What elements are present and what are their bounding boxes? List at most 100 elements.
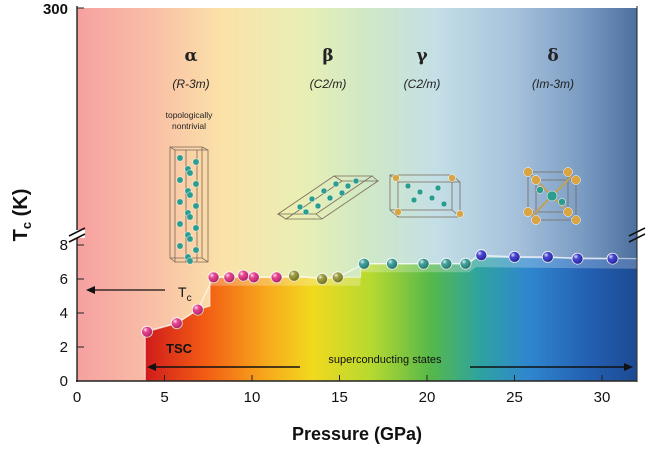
atom-icon [192, 246, 200, 254]
data-point-highlight [223, 271, 235, 283]
atom-icon [531, 175, 541, 185]
x-tick-label: 5 [160, 389, 168, 406]
y-tick-label: 8 [60, 237, 68, 254]
atom-icon [186, 257, 194, 265]
atom-icon [536, 186, 544, 194]
x-tick-label: 25 [506, 389, 523, 406]
y-axis-title: Tc (K) [10, 189, 34, 242]
atom-icon [352, 177, 360, 185]
atom-icon [434, 184, 442, 192]
atom-icon [176, 198, 184, 206]
atom-icon [176, 154, 184, 162]
x-tick-label: 15 [331, 389, 348, 406]
data-point-highlight [208, 271, 219, 283]
atom-icon [416, 188, 424, 196]
atom-icon [344, 182, 352, 190]
atom-icon [448, 174, 456, 182]
data-point-highlight [141, 326, 153, 338]
data-point-highlight [288, 270, 300, 282]
atom-icon [176, 242, 184, 250]
data-point-highlight [237, 270, 249, 282]
data-point-highlight [440, 258, 452, 270]
x-tick-label: 0 [73, 389, 81, 406]
y-tick-label: 2 [60, 339, 68, 356]
tsc-label: TSC [166, 341, 193, 356]
x-axis-title: Pressure (GPa) [292, 424, 422, 444]
tc-arrow-head [86, 286, 95, 294]
delta-atoms [523, 167, 581, 225]
phase-alpha-space-group: (R-3m) [172, 77, 209, 91]
data-point-highlight [171, 317, 183, 329]
atom-icon [404, 182, 412, 190]
data-point-highlight [386, 258, 398, 270]
alpha-atoms [176, 154, 200, 265]
atom-icon [558, 198, 566, 206]
data-point-highlight [192, 304, 204, 316]
atom-icon [192, 224, 200, 232]
atom-icon [563, 167, 573, 177]
phase-gamma-space-group: (C2/m) [404, 77, 441, 91]
data-point-highlight [418, 258, 429, 270]
phase-alpha-symbol: α [184, 46, 197, 66]
atom-icon [428, 194, 436, 202]
phase-alpha-note-line1: topologically [166, 110, 214, 120]
atom-icon [332, 180, 340, 188]
sc-states-label: superconducting states [328, 354, 442, 366]
atom-icon [563, 207, 573, 217]
atom-icon [186, 191, 194, 199]
data-point-highlight [332, 271, 344, 283]
y-tick-label-300: 300 [43, 1, 68, 18]
x-axis-ticks: 0 5 10 15 20 25 30 [73, 375, 611, 406]
data-point-highlight [542, 251, 554, 263]
atom-icon [531, 215, 541, 225]
phase-alpha-note-line2: nontrivial [172, 121, 206, 131]
phase-delta-space-group: (Im-3m) [532, 77, 574, 91]
x-tick-label: 10 [244, 389, 261, 406]
atom-icon [338, 189, 346, 197]
data-point-highlight [460, 258, 471, 270]
atom-icon [192, 158, 200, 166]
y-tick-label: 4 [60, 305, 68, 322]
atom-icon [308, 195, 316, 203]
atom-icon [314, 202, 322, 210]
data-point-highlight [572, 253, 583, 265]
atom-icon [392, 174, 400, 182]
atom-icon [456, 210, 464, 218]
atom-icon [440, 200, 448, 208]
y-tick-label: 0 [60, 373, 68, 390]
data-point-highlight [316, 273, 328, 285]
gamma-atoms [392, 174, 464, 218]
y-axis-break-left [68, 227, 86, 243]
data-points [141, 249, 619, 338]
data-point-highlight [248, 271, 260, 283]
phase-beta-symbol: β [322, 46, 333, 66]
tc-label: Tc [178, 284, 192, 304]
atom-icon [186, 169, 194, 177]
phase-beta-space-group: (C2/m) [310, 77, 347, 91]
data-point-highlight [475, 249, 487, 261]
sc-arrow-left-head [147, 363, 156, 371]
beta-atoms [296, 177, 360, 216]
atom-icon [571, 215, 581, 225]
atom-icon [192, 180, 200, 188]
atom-icon [394, 208, 402, 216]
y-tick-label: 6 [60, 271, 68, 288]
atom-icon [410, 196, 418, 204]
atom-icon [320, 187, 328, 195]
data-point-highlight [271, 271, 282, 283]
atom-icon [546, 190, 558, 202]
atom-icon [523, 207, 533, 217]
atom-icon [186, 235, 194, 243]
x-tick-label: 30 [594, 389, 611, 406]
data-point-highlight [509, 251, 520, 263]
atom-icon [176, 176, 184, 184]
atom-icon [302, 208, 310, 216]
data-point-highlight [607, 253, 618, 265]
x-tick-label: 20 [419, 389, 436, 406]
atom-icon [176, 220, 184, 228]
sc-arrow-right-head [624, 363, 633, 371]
phase-gamma-symbol: γ [416, 46, 428, 66]
atom-icon [186, 213, 194, 221]
atom-icon [192, 202, 200, 210]
